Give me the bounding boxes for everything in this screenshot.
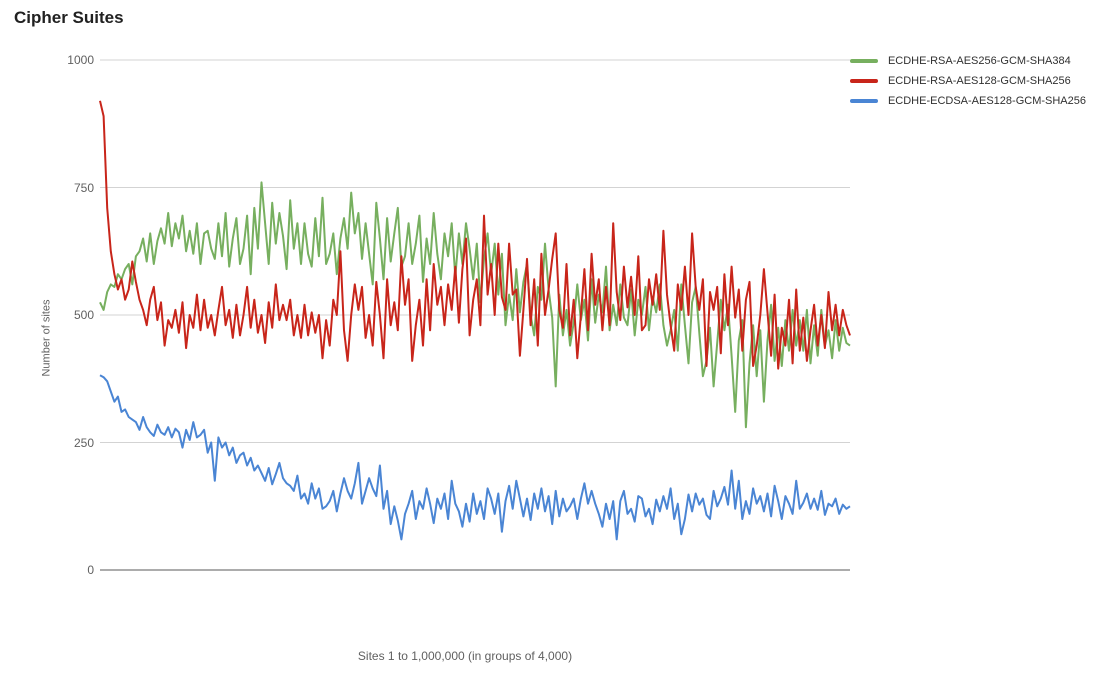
y-tick-label: 1000 [52,53,94,67]
legend-swatch [850,79,878,83]
legend: ECDHE-RSA-AES256-GCM-SHA384 ECDHE-RSA-AES… [850,55,1086,115]
y-tick-label: 0 [52,563,94,577]
plot-area [70,40,860,610]
legend-item[interactable]: ECDHE-ECDSA-AES128-GCM-SHA256 [850,95,1086,107]
x-axis-label: Sites 1 to 1,000,000 (in groups of 4,000… [70,649,860,663]
y-tick-label: 750 [52,181,94,195]
legend-swatch [850,99,878,103]
legend-label: ECDHE-RSA-AES256-GCM-SHA384 [888,55,1071,67]
y-tick-label: 500 [52,308,94,322]
series-line [100,101,850,369]
legend-item[interactable]: ECDHE-RSA-AES256-GCM-SHA384 [850,55,1086,67]
legend-item[interactable]: ECDHE-RSA-AES128-GCM-SHA256 [850,75,1086,87]
legend-label: ECDHE-RSA-AES128-GCM-SHA256 [888,75,1071,87]
plot-svg [70,40,860,610]
y-axis-label: Number of sites [41,299,53,376]
chart-container: Cipher Suites 0 250 500 750 1000 Number of s… [0,0,1106,675]
chart-title: Cipher Suites [14,8,124,28]
legend-swatch [850,59,878,63]
y-tick-label: 250 [52,436,94,450]
legend-label: ECDHE-ECDSA-AES128-GCM-SHA256 [888,95,1086,107]
series-line [100,375,850,539]
